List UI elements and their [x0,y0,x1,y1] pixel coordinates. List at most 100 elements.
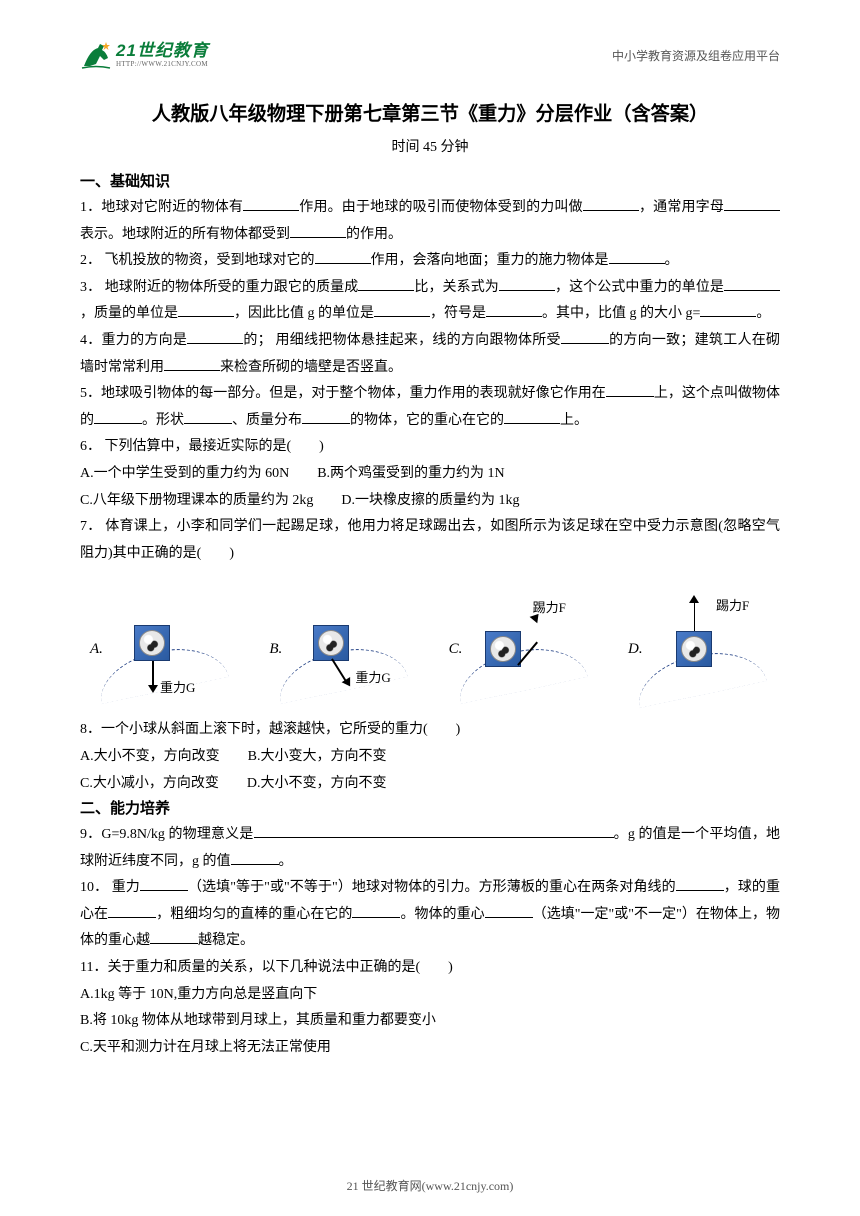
q1-text-b: 作用。由于地球的吸引而使物体受到的力叫做 [299,200,583,215]
q9-text-a: 9．G=9.8N/kg 的物理意义是 [80,827,254,842]
blank [358,277,414,291]
question-7: 7． 体育课上，小李和同学们一起踢足球，他用力将足球踢出去，如图所示为该足球在空… [80,514,780,567]
q3-text-f: ，符号是 [430,306,486,321]
q3-text-b: 比，关系式为 [414,280,499,295]
question-11-option-a: A.1kg 等于 10N,重力方向总是竖直向下 [80,982,780,1009]
question-6-options-1: A.一个中学生受到的重力约为 60N B.两个鸡蛋受到的重力约为 1N [80,461,780,488]
soccer-ball-icon [676,631,712,667]
logo-runner-icon [80,40,112,70]
blank [676,877,724,891]
blank [187,330,243,344]
force-f-label: 踢力F [533,597,566,616]
diagram-a-label: A. [90,641,103,658]
diagram-b: B. 重力G [265,589,415,699]
blank [700,303,756,317]
arrow-head-icon [689,595,699,603]
blank [108,904,156,918]
question-1: 1．地球对它附近的物体有作用。由于地球的吸引而使物体受到的力叫做，通常用字母表示… [80,195,780,248]
section-1-heading: 一、基础知识 [80,170,780,191]
force-f-label: 踢力F [716,595,749,614]
force-g-label: 重力G [355,667,390,686]
force-arrow [694,601,696,631]
blank [499,277,555,291]
q10-text-b: （选填"等于"或"不等于"）地球对物体的引力。方形薄板的重心在两条对角线的 [188,880,676,895]
diagram-a: A. 重力G [86,589,236,699]
q5-text-f: 上。 [560,413,588,428]
blank [254,824,614,838]
question-11-option-c: C.天平和测力计在月球上将无法正常使用 [80,1035,780,1062]
arrow-head-icon [148,685,158,693]
question-8-options-2: C.大小减小，方向改变 D.大小不变，方向不变 [80,771,780,798]
question-5: 5．地球吸引物体的每一部分。但是，对于整个物体，重力作用的表现就好像它作用在上，… [80,381,780,434]
blank [561,330,609,344]
diagram-b-label: B. [269,641,282,658]
q1-text-d: 表示。地球附近的所有物体都受到 [80,227,290,242]
question-9: 9．G=9.8N/kg 的物理意义是。g 的值是一个平均值，地球附近纬度不同，g… [80,822,780,875]
force-arrow [152,661,154,687]
q5-text-c: 。形状 [142,413,184,428]
q10-text-e: 。物体的重心 [400,907,484,922]
q3-text-h: 。 [756,306,770,321]
logo: 21世纪教育 HTTP://WWW.21CNJY.COM [80,40,209,70]
blank [164,357,220,371]
blank [184,410,232,424]
q3-text-d: ，质量的单位是 [80,306,178,321]
blank [150,930,198,944]
q2-text-b: 作用，会落向地面；重力的施力物体是 [371,253,609,268]
q5-text-e: 的物体，它的重心在它的 [350,413,504,428]
q10-text-g: 越稳定。 [198,933,254,948]
soccer-ball-icon [485,631,521,667]
question-11: 11．关于重力和质量的关系，以下几种说法中正确的是( ) [80,955,780,982]
q4-text-a: 4．重力的方向是 [80,333,187,348]
blank [315,250,371,264]
blank [178,303,234,317]
blank [724,277,780,291]
soccer-ball-icon [134,625,170,661]
q1-text-e: 的作用。 [346,227,402,242]
diagram-d: D. 踢力F [624,589,774,699]
force-g-label: 重力G [160,677,195,696]
question-2: 2． 飞机投放的物资，受到地球对它的作用，会落向地面；重力的施力物体是。 [80,248,780,275]
header-platform-text: 中小学教育资源及组卷应用平台 [612,47,780,64]
q9-text-c: 。 [279,854,293,869]
q5-text-a: 5．地球吸引物体的每一部分。但是，对于整个物体，重力作用的表现就好像它作用在 [80,386,606,401]
blank [94,410,142,424]
blank [486,303,542,317]
q1-text-a: 1．地球对它附近的物体有 [80,200,243,215]
blank [504,410,560,424]
q3-text-e: ，因此比值 g 的单位是 [234,306,374,321]
blank [352,904,400,918]
page-title: 人教版八年级物理下册第七章第三节《重力》分层作业（含答案） [80,98,780,126]
logo-text: 21世纪教育 HTTP://WWW.21CNJY.COM [116,42,209,68]
question-3: 3． 地球附近的物体所受的重力跟它的质量成 比，关系式为 ，这个公式中重力的单位是 ，… [80,275,780,328]
page-footer: 21 世纪教育网(www.21cnjy.com) [0,1177,860,1194]
diagram-d-label: D. [628,641,643,658]
question-8-options-1: A.大小不变，方向改变 B.大小变大，方向不变 [80,744,780,771]
diagram-c: C. 踢力F [445,589,595,699]
section-2-heading: 二、能力培养 [80,797,780,818]
blank [609,250,665,264]
question-11-option-b: B.将 10kg 物体从地球带到月球上，其质量和重力都要变小 [80,1008,780,1035]
q4-text-b: 的； 用细线把物体悬挂起来，线的方向跟物体所受 [243,333,561,348]
q5-text-d: 、质量分布 [232,413,302,428]
q4-text-d: 来检查所砌的墙壁是否竖直。 [220,360,402,375]
question-6-options-2: C.八年级下册物理课本的质量约为 2kg D.一块橡皮擦的质量约为 1kg [80,488,780,515]
blank [243,197,299,211]
page-header: 21世纪教育 HTTP://WWW.21CNJY.COM 中小学教育资源及组卷应… [80,40,780,70]
q3-text-a: 3． 地球附近的物体所受的重力跟它的质量成 [80,280,358,295]
blank [724,197,780,211]
page-subtitle: 时间 45 分钟 [80,136,780,156]
question-4: 4．重力的方向是的； 用细线把物体悬挂起来，线的方向跟物体所受的方向一致；建筑工… [80,328,780,381]
logo-cn-text: 21世纪教育 [116,42,209,59]
q2-text-c: 。 [665,253,679,268]
logo-en-text: HTTP://WWW.21CNJY.COM [116,61,209,68]
q3-text-g: 。其中，比值 g 的大小 g= [542,306,700,321]
q10-text-d: ，粗细均匀的直棒的重心在它的 [156,907,352,922]
q3-text-c: ，这个公式中重力的单位是 [555,280,724,295]
question-6: 6． 下列估算中，最接近实际的是( ) [80,434,780,461]
blank [606,383,654,397]
soccer-ball-icon [313,625,349,661]
blank [302,410,350,424]
diagram-c-label: C. [449,641,463,658]
blank [583,197,639,211]
